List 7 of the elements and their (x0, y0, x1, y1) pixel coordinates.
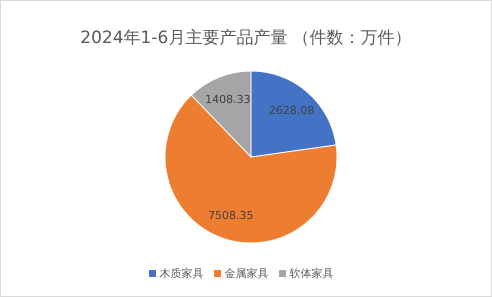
data-label: 7508.35 (208, 209, 254, 222)
legend-label: 金属家具 (224, 267, 268, 280)
data-label: 2628.08 (268, 104, 314, 117)
chart-title: 2024年1-6月主要产品产量 （件数：万件） (80, 28, 412, 48)
data-label: 1408.33 (205, 93, 251, 106)
legend-label: 木质家具 (160, 267, 204, 280)
legend-label: 软体家具 (290, 267, 334, 280)
